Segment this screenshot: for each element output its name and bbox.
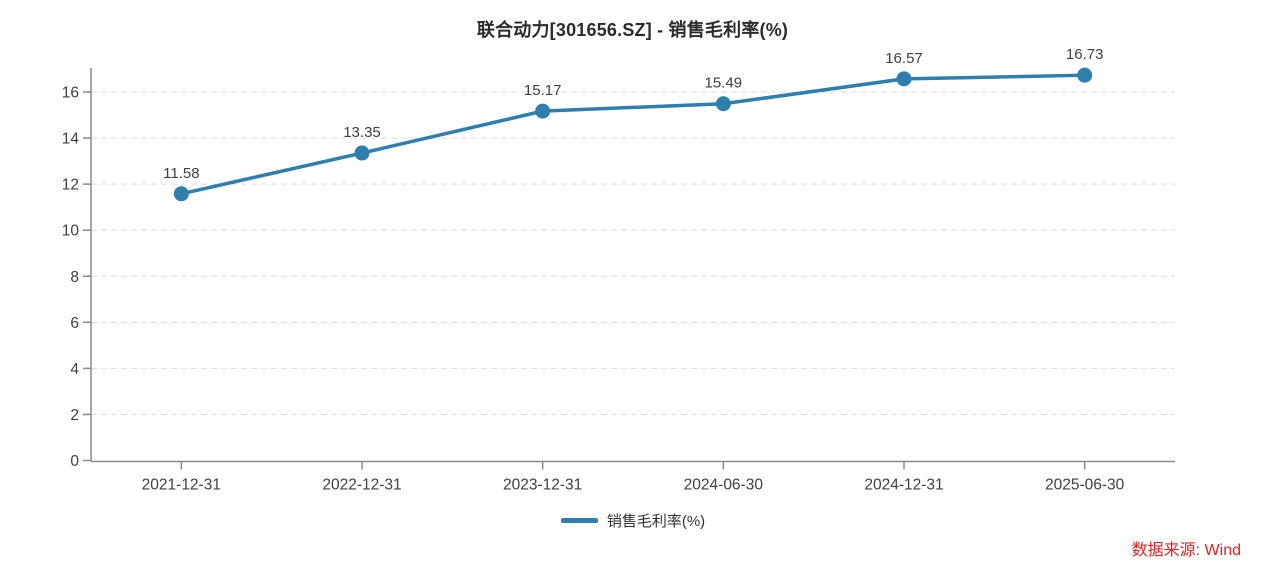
- x-tick-label: 2024-12-31: [864, 477, 943, 494]
- data-point-marker: [715, 96, 731, 112]
- legend-wrap: 销售毛利率(%): [91, 510, 1175, 531]
- data-point-label: 13.35: [343, 124, 381, 141]
- x-tick-label: 2022-12-31: [322, 477, 401, 494]
- x-tick-label: 2023-12-31: [503, 477, 582, 494]
- y-tick-label: 4: [70, 361, 79, 378]
- y-tick-label: 0: [70, 453, 79, 470]
- data-point-marker: [173, 186, 189, 202]
- legend-label: 销售毛利率(%): [606, 513, 706, 530]
- y-tick-label: 6: [70, 315, 79, 332]
- data-point-marker: [1077, 67, 1093, 83]
- data-point-label: 15.49: [705, 75, 743, 92]
- y-tick-label: 12: [62, 177, 79, 194]
- y-tick-label: 14: [62, 131, 80, 148]
- x-tick-label: 2021-12-31: [142, 477, 221, 494]
- data-point-label: 16.57: [885, 50, 923, 67]
- y-tick-label: 16: [62, 85, 79, 102]
- data-source-note: 数据来源: Wind: [1131, 542, 1241, 559]
- series-line: [179, 73, 1087, 196]
- y-tick-label: 2: [70, 407, 79, 424]
- y-tick-label: 8: [70, 269, 79, 286]
- y-tick-label: 10: [62, 223, 80, 240]
- chart-title: 联合动力[301656.SZ] - 销售毛利率(%): [476, 20, 789, 40]
- data-point-label: 15.17: [524, 82, 562, 99]
- data-point-label: 11.58: [163, 165, 199, 182]
- legend-item-gross-margin[interactable]: 销售毛利率(%): [560, 510, 706, 531]
- x-tick-label: 2024-06-30: [684, 477, 764, 494]
- data-point-label: 16.73: [1066, 46, 1104, 63]
- x-tick-label: 2025-06-30: [1045, 477, 1125, 494]
- data-point-marker: [354, 145, 370, 161]
- data-point-marker: [535, 103, 551, 119]
- data-point-marker: [896, 71, 912, 87]
- legend-line-swatch: [560, 518, 598, 523]
